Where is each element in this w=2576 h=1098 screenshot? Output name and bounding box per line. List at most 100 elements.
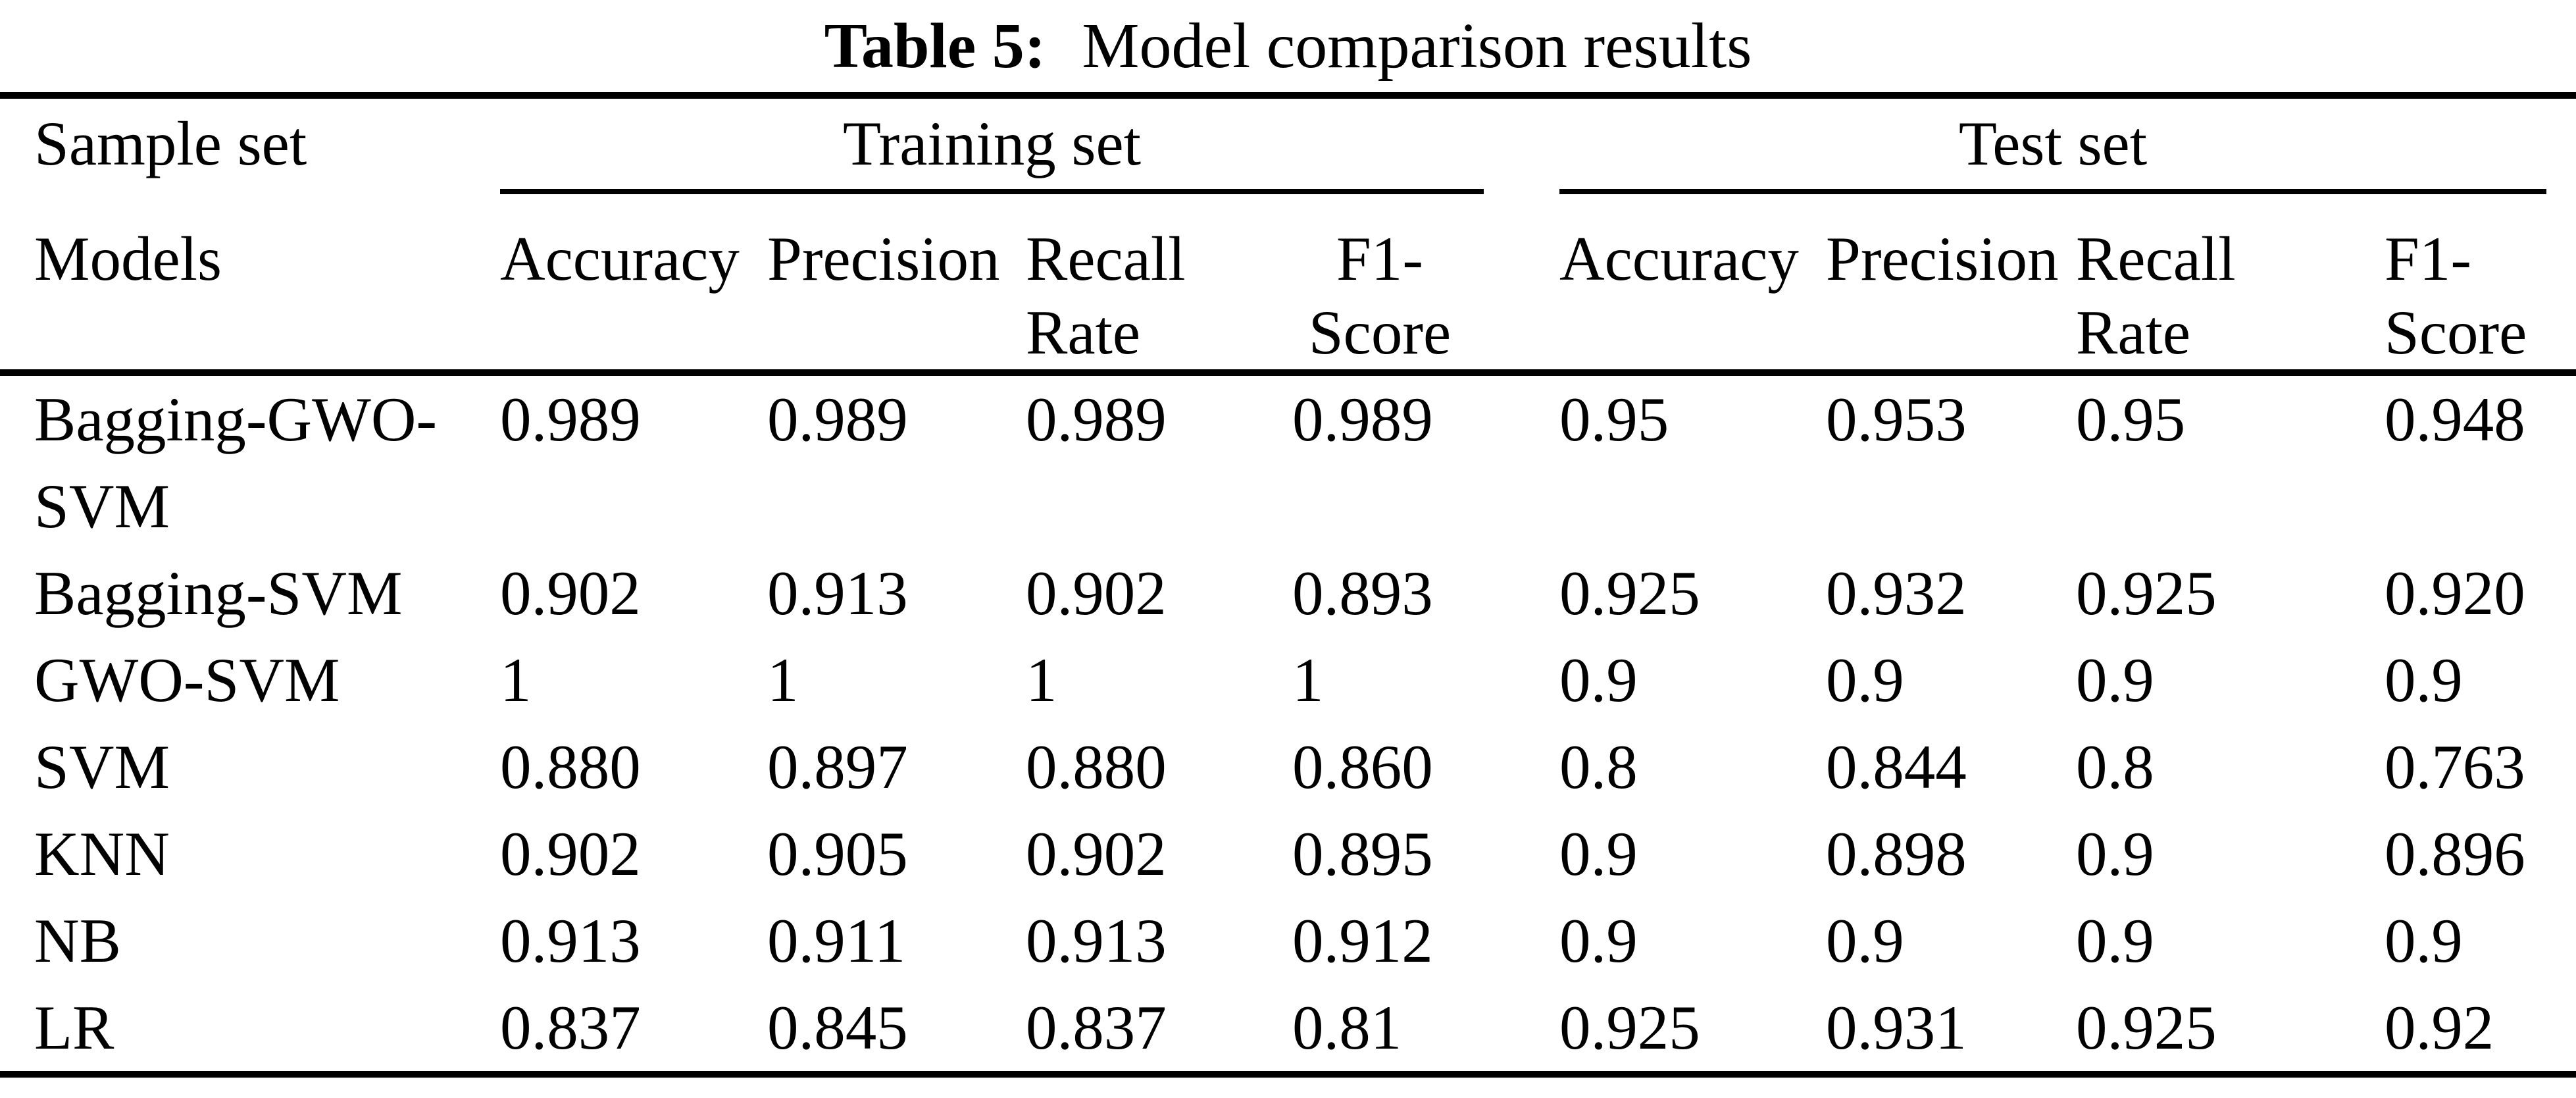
corner-header-sample-set: Sample set — [34, 109, 307, 178]
value-cell: 0.989 — [500, 384, 641, 454]
value-cell: 0.925 — [1559, 558, 1700, 628]
metric-line: Precision — [767, 224, 1000, 294]
value-cell: 0.948 — [2385, 384, 2525, 454]
group-header-row: Sample set Training set Test set — [0, 95, 2576, 194]
value-cell: 0.9 — [1826, 645, 1904, 715]
metric-header-test-accuracy: Accuracy — [1559, 194, 1826, 376]
table-row: LR 0.837 0.845 0.837 0.81 0.925 0.931 0.… — [0, 984, 2576, 1074]
value-cell: 0.913 — [1026, 906, 1167, 976]
value-cell: 0.845 — [767, 993, 908, 1062]
model-comparison-table: Sample set Training set Test set Models … — [0, 92, 2576, 1078]
value-cell: 0.880 — [1026, 732, 1167, 802]
value-cell: 0.9 — [1826, 906, 1904, 976]
model-name-cell: Bagging-SVM — [34, 558, 403, 628]
value-cell: 1 — [1026, 645, 1057, 715]
group-header-cell-training: Training set — [500, 95, 1559, 194]
metric-line: Score — [1308, 298, 1452, 367]
value-cell: 0.897 — [767, 732, 908, 802]
value-cell: 0.9 — [2385, 645, 2463, 715]
metric-line: Rate — [1026, 298, 1141, 367]
value-cell: 0.989 — [1292, 384, 1433, 454]
metric-header-row: Models Accuracy Precision Recall Rate F1… — [0, 194, 2576, 376]
table-row: NB 0.913 0.911 0.913 0.912 0.9 0.9 0.9 0… — [0, 897, 2576, 984]
value-cell: 0.913 — [767, 558, 908, 628]
value-cell: 0.931 — [1826, 993, 1967, 1062]
value-cell: 0.989 — [1026, 384, 1167, 454]
value-cell: 0.844 — [1826, 732, 1967, 802]
group-header-training-set: Training set — [500, 107, 1484, 194]
value-cell: 0.989 — [767, 384, 908, 454]
group-header-cell-test: Test set — [1559, 95, 2576, 194]
metric-header-test-precision: Precision — [1826, 194, 2076, 376]
metric-header-test-f1-score: F1- Score — [2385, 194, 2576, 376]
value-cell: 0.837 — [500, 993, 641, 1062]
metric-line: Recall — [1026, 224, 1186, 294]
metric-header-training-recall-rate: Recall Rate — [1026, 194, 1292, 376]
metric-header-test-recall-rate: Recall Rate — [2076, 194, 2385, 376]
metric-header-training-accuracy: Accuracy — [500, 194, 767, 376]
value-cell: 0.893 — [1292, 558, 1433, 628]
value-cell: 0.902 — [1026, 819, 1167, 889]
value-cell: 0.837 — [1026, 993, 1167, 1062]
value-cell: 1 — [500, 645, 532, 715]
metric-line: Recall — [2076, 224, 2236, 294]
metric-line: F1- — [2385, 224, 2471, 294]
value-cell: 0.9 — [1559, 645, 1638, 715]
metric-header-training-f1-score: F1- Score — [1292, 194, 1559, 376]
metric-line: Precision — [1826, 224, 2059, 294]
value-cell: 0.95 — [1559, 384, 1669, 454]
value-cell: 0.912 — [1292, 906, 1433, 976]
value-cell: 0.902 — [500, 819, 641, 889]
value-cell: 0.9 — [2385, 906, 2463, 976]
corner-header-models: Models — [0, 194, 500, 376]
metric-line: Rate — [2076, 298, 2191, 367]
model-name-cell: NB — [34, 906, 121, 976]
value-cell: 0.896 — [2385, 819, 2525, 889]
model-name-cell: Bagging-GWO-SVM — [34, 384, 438, 541]
value-cell: 0.8 — [2076, 732, 2154, 802]
metric-line: F1- — [1336, 224, 1423, 294]
table-row: KNN 0.902 0.905 0.902 0.895 0.9 0.898 0.… — [0, 810, 2576, 897]
value-cell: 0.880 — [500, 732, 641, 802]
table-caption: Table 5: Model comparison results — [0, 0, 2576, 92]
model-name-cell: LR — [34, 993, 114, 1062]
value-cell: 1 — [1292, 645, 1324, 715]
table-row: Bagging-GWO-SVM 0.989 0.989 0.989 0.989 … — [0, 373, 2576, 550]
value-cell: 0.925 — [1559, 993, 1700, 1062]
table-row: GWO-SVM 1 1 1 1 0.9 0.9 0.9 0.9 — [0, 637, 2576, 723]
value-cell: 0.925 — [2076, 558, 2217, 628]
value-cell: 0.902 — [1026, 558, 1167, 628]
value-cell: 0.895 — [1292, 819, 1433, 889]
value-cell: 0.9 — [2076, 906, 2154, 976]
value-cell: 0.95 — [2076, 384, 2186, 454]
value-cell: 0.9 — [2076, 645, 2154, 715]
table-caption-number: Table 5: — [824, 11, 1046, 82]
group-header-test-set: Test set — [1559, 107, 2547, 194]
value-cell: 0.92 — [2385, 993, 2494, 1062]
value-cell: 0.81 — [1292, 993, 1402, 1062]
table-row: SVM 0.880 0.897 0.880 0.860 0.8 0.844 0.… — [0, 723, 2576, 810]
value-cell: 0.905 — [767, 819, 908, 889]
value-cell: 0.932 — [1826, 558, 1967, 628]
value-cell: 0.9 — [1559, 819, 1638, 889]
table-row: Bagging-SVM 0.902 0.913 0.902 0.893 0.92… — [0, 550, 2576, 637]
value-cell: 0.9 — [1559, 906, 1638, 976]
value-cell: 0.898 — [1826, 819, 1967, 889]
table-caption-text: Model comparison results — [1082, 11, 1752, 82]
value-cell: 0.913 — [500, 906, 641, 976]
metric-line: Accuracy — [1559, 224, 1799, 294]
value-cell: 0.902 — [500, 558, 641, 628]
value-cell: 0.8 — [1559, 732, 1638, 802]
value-cell: 1 — [767, 645, 799, 715]
value-cell: 0.911 — [767, 906, 906, 976]
metric-line: Accuracy — [500, 224, 740, 294]
value-cell: 0.925 — [2076, 993, 2217, 1062]
value-cell: 0.860 — [1292, 732, 1433, 802]
model-name-cell: GWO-SVM — [34, 645, 340, 715]
value-cell: 0.953 — [1826, 384, 1967, 454]
value-cell: 0.9 — [2076, 819, 2154, 889]
value-cell: 0.763 — [2385, 732, 2525, 802]
value-cell: 0.920 — [2385, 558, 2525, 628]
model-name-cell: SVM — [34, 732, 170, 802]
metric-line: Score — [2385, 298, 2527, 367]
